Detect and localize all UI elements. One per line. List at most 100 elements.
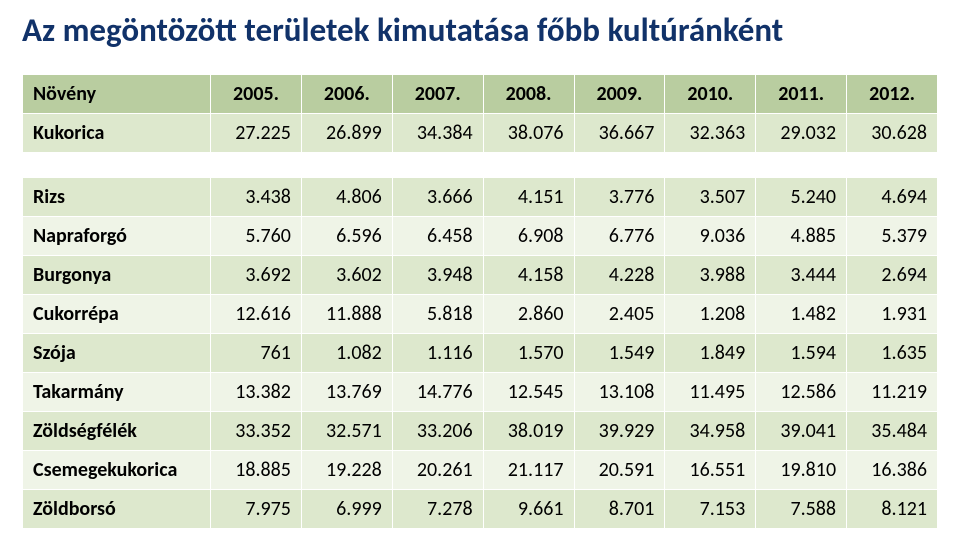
cell-value: 6.999 xyxy=(301,490,392,529)
cell-value: 39.041 xyxy=(756,412,847,451)
cell-value: 34.384 xyxy=(392,114,483,153)
cell-value: 6.596 xyxy=(301,217,392,256)
cell-value: 1.931 xyxy=(847,295,938,334)
table-head: Növény 2005. 2006. 2007. 2008. 2009. 201… xyxy=(23,75,938,114)
cell-value: 5.379 xyxy=(847,217,938,256)
spacer-row xyxy=(23,153,938,178)
cell-value: 6.776 xyxy=(574,217,665,256)
cell-value: 38.019 xyxy=(483,412,574,451)
table-row: Kukorica27.22526.89934.38438.07636.66732… xyxy=(23,114,938,153)
cell-value: 4.694 xyxy=(847,178,938,217)
cell-value: 3.692 xyxy=(211,256,302,295)
cell-value: 3.988 xyxy=(665,256,756,295)
row-label: Napraforgó xyxy=(23,217,211,256)
cell-value: 1.849 xyxy=(665,334,756,373)
cell-value: 27.225 xyxy=(211,114,302,153)
table-body: Kukorica27.22526.89934.38438.07636.66732… xyxy=(23,114,938,529)
cell-value: 38.076 xyxy=(483,114,574,153)
cell-value: 20.261 xyxy=(392,451,483,490)
row-label: Szója xyxy=(23,334,211,373)
cell-value: 21.117 xyxy=(483,451,574,490)
cell-value: 3.438 xyxy=(211,178,302,217)
cell-value: 2.694 xyxy=(847,256,938,295)
cell-value: 11.219 xyxy=(847,373,938,412)
cell-value: 6.458 xyxy=(392,217,483,256)
table-row: Zöldségfélék33.35232.57133.20638.01939.9… xyxy=(23,412,938,451)
header-year: 2009. xyxy=(574,75,665,114)
cell-value: 13.382 xyxy=(211,373,302,412)
cell-value: 1.082 xyxy=(301,334,392,373)
cell-value: 5.760 xyxy=(211,217,302,256)
cell-value: 32.363 xyxy=(665,114,756,153)
cell-value: 7.975 xyxy=(211,490,302,529)
cell-value: 3.507 xyxy=(665,178,756,217)
cell-value: 761 xyxy=(211,334,302,373)
row-label: Cukorrépa xyxy=(23,295,211,334)
cell-value: 8.701 xyxy=(574,490,665,529)
cell-value: 7.278 xyxy=(392,490,483,529)
row-label: Kukorica xyxy=(23,114,211,153)
cell-value: 36.667 xyxy=(574,114,665,153)
cell-value: 12.545 xyxy=(483,373,574,412)
row-label: Rizs xyxy=(23,178,211,217)
cell-value: 1.482 xyxy=(756,295,847,334)
row-label: Zöldségfélék xyxy=(23,412,211,451)
document-page: Az megöntözött területek kimutatása főbb… xyxy=(0,0,960,539)
table-row: Cukorrépa12.61611.8885.8182.8602.4051.20… xyxy=(23,295,938,334)
cell-value: 4.158 xyxy=(483,256,574,295)
cell-value: 19.810 xyxy=(756,451,847,490)
cell-value: 5.240 xyxy=(756,178,847,217)
header-year: 2008. xyxy=(483,75,574,114)
cell-value: 34.958 xyxy=(665,412,756,451)
cell-value: 8.121 xyxy=(847,490,938,529)
header-year: 2012. xyxy=(847,75,938,114)
cell-value: 12.586 xyxy=(756,373,847,412)
cell-value: 13.108 xyxy=(574,373,665,412)
cell-value: 11.888 xyxy=(301,295,392,334)
table-row: Napraforgó5.7606.5966.4586.9086.7769.036… xyxy=(23,217,938,256)
cell-value: 20.591 xyxy=(574,451,665,490)
cell-value: 4.151 xyxy=(483,178,574,217)
spacer-cell xyxy=(23,153,938,178)
cell-value: 2.405 xyxy=(574,295,665,334)
cell-value: 4.885 xyxy=(756,217,847,256)
cell-value: 7.588 xyxy=(756,490,847,529)
row-label: Burgonya xyxy=(23,256,211,295)
row-label: Zöldborsó xyxy=(23,490,211,529)
cell-value: 1.594 xyxy=(756,334,847,373)
cell-value: 9.036 xyxy=(665,217,756,256)
cell-value: 39.929 xyxy=(574,412,665,451)
cell-value: 4.806 xyxy=(301,178,392,217)
cell-value: 11.495 xyxy=(665,373,756,412)
cell-value: 1.116 xyxy=(392,334,483,373)
header-year: 2007. xyxy=(392,75,483,114)
table-row: Csemegekukorica18.88519.22820.26121.1172… xyxy=(23,451,938,490)
row-label: Csemegekukorica xyxy=(23,451,211,490)
cell-value: 32.571 xyxy=(301,412,392,451)
cell-value: 13.769 xyxy=(301,373,392,412)
header-label: Növény xyxy=(23,75,211,114)
header-year: 2011. xyxy=(756,75,847,114)
cell-value: 12.616 xyxy=(211,295,302,334)
table-row: Takarmány13.38213.76914.77612.54513.1081… xyxy=(23,373,938,412)
cell-value: 3.948 xyxy=(392,256,483,295)
header-row: Növény 2005. 2006. 2007. 2008. 2009. 201… xyxy=(23,75,938,114)
cell-value: 4.228 xyxy=(574,256,665,295)
table-row: Rizs3.4384.8063.6664.1513.7763.5075.2404… xyxy=(23,178,938,217)
cell-value: 1.549 xyxy=(574,334,665,373)
header-year: 2005. xyxy=(211,75,302,114)
cell-value: 35.484 xyxy=(847,412,938,451)
cell-value: 1.570 xyxy=(483,334,574,373)
cell-value: 5.818 xyxy=(392,295,483,334)
cell-value: 26.899 xyxy=(301,114,392,153)
cell-value: 3.666 xyxy=(392,178,483,217)
cell-value: 18.885 xyxy=(211,451,302,490)
cell-value: 6.908 xyxy=(483,217,574,256)
cell-value: 16.551 xyxy=(665,451,756,490)
data-table: Növény 2005. 2006. 2007. 2008. 2009. 201… xyxy=(22,74,938,529)
table-row: Szója7611.0821.1161.5701.5491.8491.5941.… xyxy=(23,334,938,373)
table-row: Zöldborsó7.9756.9997.2789.6618.7017.1537… xyxy=(23,490,938,529)
header-year: 2006. xyxy=(301,75,392,114)
cell-value: 2.860 xyxy=(483,295,574,334)
cell-value: 16.386 xyxy=(847,451,938,490)
